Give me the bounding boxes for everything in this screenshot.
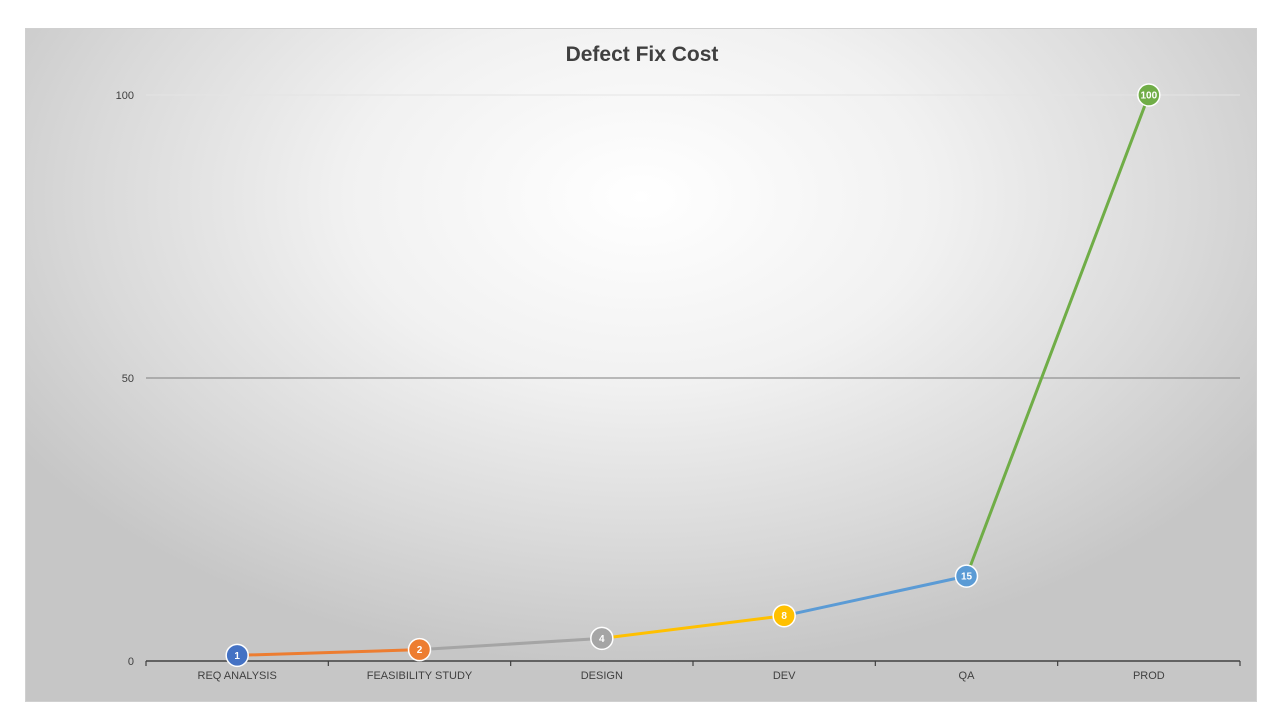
y-tick-label: 0 xyxy=(128,656,134,668)
y-tick-label: 100 xyxy=(116,90,134,102)
data-point xyxy=(1137,83,1161,107)
data-point xyxy=(225,643,249,668)
data-label: 2 xyxy=(417,645,423,656)
y-tick-label: 50 xyxy=(122,373,134,385)
data-label: 15 xyxy=(961,572,973,583)
chart-title: Defect Fix Cost xyxy=(566,43,719,66)
chart-area: Defect Fix Cost 0 50 100 REQ ANALYSIS FEASI… xyxy=(25,28,1257,702)
data-point xyxy=(407,637,432,662)
data-label: 100 xyxy=(1140,91,1157,102)
line-chart: Defect Fix Cost 0 50 100 REQ ANALYSIS FEASI… xyxy=(116,43,1241,682)
x-tick-label: DEV xyxy=(773,670,796,682)
data-point xyxy=(590,626,614,651)
line-segment xyxy=(600,614,786,640)
x-tick-label: DESIGN xyxy=(581,670,623,682)
data-label: 4 xyxy=(599,634,605,645)
data-label: 1 xyxy=(234,651,240,662)
series-lines xyxy=(235,93,1151,657)
data-point xyxy=(772,603,796,628)
x-tick-label: FEASIBILITY STUDY xyxy=(367,670,473,682)
line-segment xyxy=(235,648,421,657)
data-point xyxy=(954,564,979,588)
x-tick-label: PROD xyxy=(1133,670,1165,682)
x-tick-label: REQ ANALYSIS xyxy=(198,670,277,682)
x-tick-label: QA xyxy=(959,670,976,682)
x-axis: REQ ANALYSIS FEASIBILITY STUDY DESIGN DEV QA… xyxy=(145,660,1241,682)
data-points: 1 2 4 8 15 100 xyxy=(225,83,1161,668)
line-segment xyxy=(782,574,968,618)
line-segment xyxy=(965,93,1151,578)
y-axis-ticks: 0 50 100 xyxy=(116,90,134,668)
data-label: 8 xyxy=(781,611,787,622)
line-segment xyxy=(418,636,604,652)
gridlines xyxy=(146,94,1240,379)
